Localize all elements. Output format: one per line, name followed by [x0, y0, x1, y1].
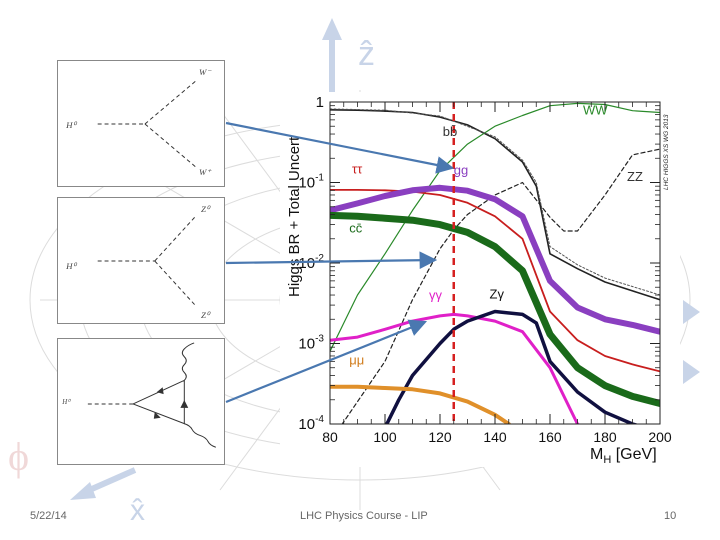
diagram-label: Z⁰	[201, 310, 211, 320]
diagram-label: W⁻	[199, 67, 212, 77]
y-tick-label-base: 10	[298, 416, 315, 433]
y-tick-label-base: 1	[316, 94, 324, 111]
footer-page-number: 10	[664, 510, 677, 522]
z-axis-arrow	[322, 18, 342, 95]
series-layer	[330, 102, 660, 424]
series-line-cc	[330, 211, 660, 407]
y-tick-label-base: 10	[298, 336, 315, 353]
diagram-label: Z⁰	[201, 204, 211, 214]
footer-date: 5/22/14	[30, 510, 67, 522]
series-line-bb-uncertainty	[330, 108, 660, 296]
series-line-zz	[341, 148, 660, 424]
x-axis-arrow	[70, 467, 137, 500]
x-tick-label: 140	[483, 429, 507, 445]
x-axis-label: MH [GeV]	[590, 446, 657, 466]
feynman-diagram-zz: H⁰ Z⁰ Z⁰	[57, 197, 225, 324]
x-tick-label: 120	[428, 429, 452, 445]
y-tick-label-exponent: -2	[315, 253, 324, 264]
footer-course: LHC Physics Course - LIP	[300, 510, 428, 522]
series-label: γγ	[429, 288, 443, 303]
y-tick-label: 10-4	[298, 414, 324, 433]
diagram-label: W⁺	[199, 167, 212, 177]
x-axis-label-unit: [GeV]	[611, 446, 656, 463]
series-label: Zγ	[490, 287, 505, 302]
feynman-diagram-gamma-gamma: H⁰	[57, 338, 225, 465]
phi-label: ϕ	[8, 434, 29, 479]
x-tick-label: 180	[593, 429, 617, 445]
series-line-ww	[330, 102, 660, 352]
series-line-bb	[330, 108, 660, 301]
series-label: μμ	[349, 352, 364, 367]
y-tick-label-exponent: -4	[315, 414, 324, 425]
x-tick-label: 160	[538, 429, 562, 445]
diagram-label: H⁰	[65, 261, 77, 271]
chart-background	[280, 92, 680, 467]
y-tick-label: 1	[316, 94, 324, 111]
x-tick-label: 100	[373, 429, 397, 445]
series-label: bb̄	[443, 124, 457, 139]
y-axis-label: Higgs BR + Total Uncert	[286, 136, 303, 297]
y-tick-label: 10-1	[298, 173, 324, 192]
y-tick-label-base: 10	[298, 175, 315, 192]
y-tick-label-exponent: -3	[315, 334, 324, 345]
x-axis-label-main: M	[590, 446, 603, 463]
series-line-gg	[330, 184, 660, 335]
y-tick-label-exponent: -1	[315, 173, 324, 184]
series-label: ττ	[352, 161, 363, 176]
watermark: LHC HIGGS XS WG 2013	[663, 114, 670, 190]
series-label: WW	[583, 102, 608, 117]
z-axis-label: ẑ	[358, 35, 375, 73]
y-tick-label-base: 10	[298, 255, 315, 272]
x-axis-label-sub: H	[603, 454, 611, 466]
series-label: ZZ	[627, 169, 643, 184]
diagram-label: H⁰	[61, 398, 71, 406]
feynman-diagram-ww: H⁰ W⁻ W⁺	[57, 60, 225, 187]
higgs-br-chart: Higgs BR + Total Uncert LHC HIGGS XS WG …	[280, 92, 680, 467]
series-label: gg	[454, 163, 468, 178]
series-label: cc̄	[349, 220, 363, 235]
x-axis-label: x̂	[130, 494, 145, 527]
right-arrow-fragment	[683, 300, 700, 384]
x-tick-label: 200	[648, 429, 672, 445]
x-tick-label: 80	[322, 429, 338, 445]
diagram-label: H⁰	[65, 120, 77, 130]
series-line-	[330, 189, 660, 373]
